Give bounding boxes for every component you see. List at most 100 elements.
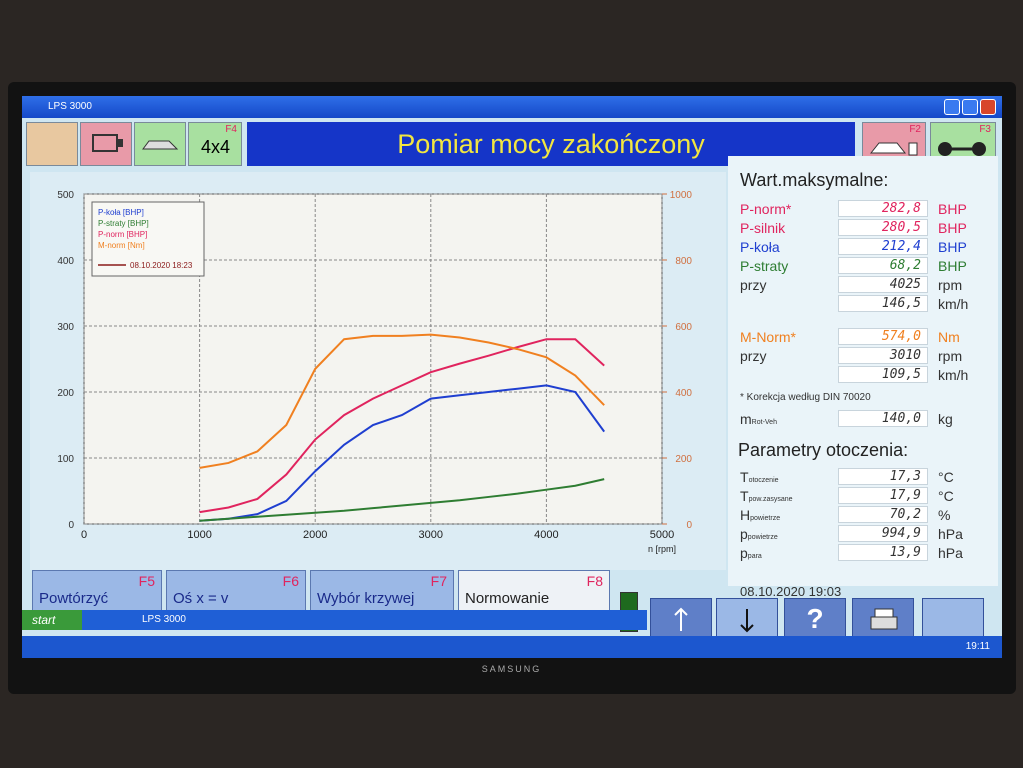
subscript: powietrze: [750, 514, 781, 522]
value-box: 140,0: [838, 410, 928, 427]
value-box: 146,5: [838, 295, 928, 312]
legend-label: P-koła [BHP]: [98, 208, 144, 217]
key-label: Powtórzyć: [39, 590, 109, 607]
subscript: otoczenie: [748, 476, 779, 484]
clock: 19:11: [965, 641, 990, 652]
legend-label: P-norm [BHP]: [98, 230, 147, 239]
ambient-row: ppara 13,9 hPa: [740, 543, 998, 562]
unit: BHP: [938, 257, 967, 274]
value-box: 109,5: [838, 366, 928, 383]
unit: BHP: [938, 200, 967, 217]
series-line: [199, 478, 605, 522]
key-hint: F2: [909, 124, 921, 135]
axle-icon: [938, 142, 986, 156]
row-label: P-norm*: [740, 200, 792, 217]
key-hint: F4: [225, 124, 237, 135]
down-icon: [740, 609, 754, 633]
key-hint: F3: [979, 124, 991, 135]
car-button[interactable]: [134, 122, 186, 166]
y2-tick-label: 600: [675, 322, 692, 333]
maximize-button[interactable]: [962, 99, 978, 115]
series-line: [199, 333, 605, 469]
key-hint: F8: [586, 573, 603, 589]
tool-button[interactable]: [26, 122, 78, 166]
symbol: T: [740, 487, 749, 504]
y2-tick-label: 0: [686, 520, 692, 531]
task-button[interactable]: LPS 3000: [142, 614, 186, 625]
unit: rpm: [938, 347, 963, 364]
printer-icon: [870, 608, 898, 630]
value-box: 68,2: [838, 257, 928, 274]
value-box: 280,5: [838, 219, 928, 236]
function-key[interactable]: F6 Oś x = v: [166, 570, 306, 612]
function-key[interactable]: F7 Wybór krzywej: [310, 570, 454, 612]
y-tick-label: 300: [57, 322, 74, 333]
row-label: P-koła: [740, 238, 780, 255]
symbol: H: [740, 506, 751, 523]
legend-label: 08.10.2020 18:23: [130, 261, 193, 270]
car-icon: [142, 140, 179, 150]
max-values: P-norm* 282,8 BHP P-silnik 280,5 BHP P-koła 212…: [728, 199, 998, 384]
row-label: mRot-Veh: [740, 411, 838, 427]
x-tick-label: 0: [81, 529, 87, 541]
x-tick-label: 4000: [534, 529, 558, 541]
unit: BHP: [938, 219, 967, 236]
symbol: m: [740, 410, 752, 427]
up-icon: [674, 607, 688, 631]
timestamp: 08.10.2020 19:03: [740, 584, 842, 599]
chart: 0 1000 2000 3000 4000 50000100200300400500020…: [57, 190, 693, 554]
y2-tick-label: 1000: [670, 190, 693, 201]
value-row: przy 4025 rpm: [740, 275, 998, 294]
car-icon: [869, 142, 918, 156]
unit: rpm: [938, 276, 963, 293]
value-row: M-Norm* 574,0 Nm: [740, 327, 998, 346]
series-line: [199, 338, 605, 514]
ambient-row: ppowietrze 994,9 hPa: [740, 524, 998, 543]
start-button[interactable]: start: [22, 610, 82, 630]
row-label: P-straty: [740, 257, 789, 274]
value-box: 282,8: [838, 200, 928, 217]
ambient-row: Hpowietrze 70,2%: [740, 505, 998, 524]
engine-button[interactable]: [80, 122, 132, 166]
key-label: Wybór krzywej: [317, 590, 415, 607]
y-tick-label: 0: [68, 520, 74, 531]
key-label: Oś x = v: [173, 590, 229, 607]
value-box: 4025: [838, 276, 928, 293]
results-panel: Wart.maksymalne: P-norm* 282,8 BHP P-silnik…: [728, 156, 998, 599]
system-tray: 19:11: [22, 636, 1002, 658]
row-label: przy: [740, 347, 767, 364]
engine-icon: [92, 134, 123, 152]
value-box: 994,9: [838, 525, 928, 542]
help-button[interactable]: ?: [784, 598, 846, 642]
value-box: 3010: [838, 347, 928, 364]
value-box: 17,9: [838, 487, 928, 504]
unit: °C: [938, 468, 954, 485]
panel-title: Parametry otoczenia:: [738, 440, 909, 460]
value-row: P-straty 68,2 BHP: [740, 256, 998, 275]
button-label: 4x4: [201, 137, 231, 157]
y2-tick-label: 200: [675, 454, 692, 465]
value-box: 212,4: [838, 238, 928, 255]
header-title: Pomiar mocy zakończony: [397, 129, 705, 159]
legend-label: P-straty [BHP]: [98, 219, 149, 228]
print-button[interactable]: [852, 598, 914, 642]
value-row: P-norm* 282,8 BHP: [740, 199, 998, 218]
symbol: p: [740, 525, 748, 542]
value-box: 17,3: [838, 468, 928, 485]
key-label: Normowanie: [465, 590, 550, 607]
y-tick-label: 400: [57, 256, 74, 267]
4x4-button[interactable]: F4 4x4: [188, 122, 242, 166]
help-label: ?: [806, 603, 824, 634]
close-button[interactable]: [980, 99, 996, 115]
unit: hPa: [938, 544, 963, 561]
task-label: LPS 3000: [142, 614, 186, 625]
exit-button[interactable]: [922, 598, 984, 642]
chart-panel: 0 1000 2000 3000 4000 5000 0 100 200 300 400 500 0 20…: [30, 172, 726, 570]
up-button[interactable]: [650, 598, 712, 642]
unit: km/h: [938, 366, 969, 383]
function-key[interactable]: F8 Normowanie: [458, 570, 610, 612]
y-tick-label: 100: [57, 454, 74, 465]
function-key[interactable]: F5 Powtórzyć: [32, 570, 162, 612]
minimize-button[interactable]: [944, 99, 960, 115]
